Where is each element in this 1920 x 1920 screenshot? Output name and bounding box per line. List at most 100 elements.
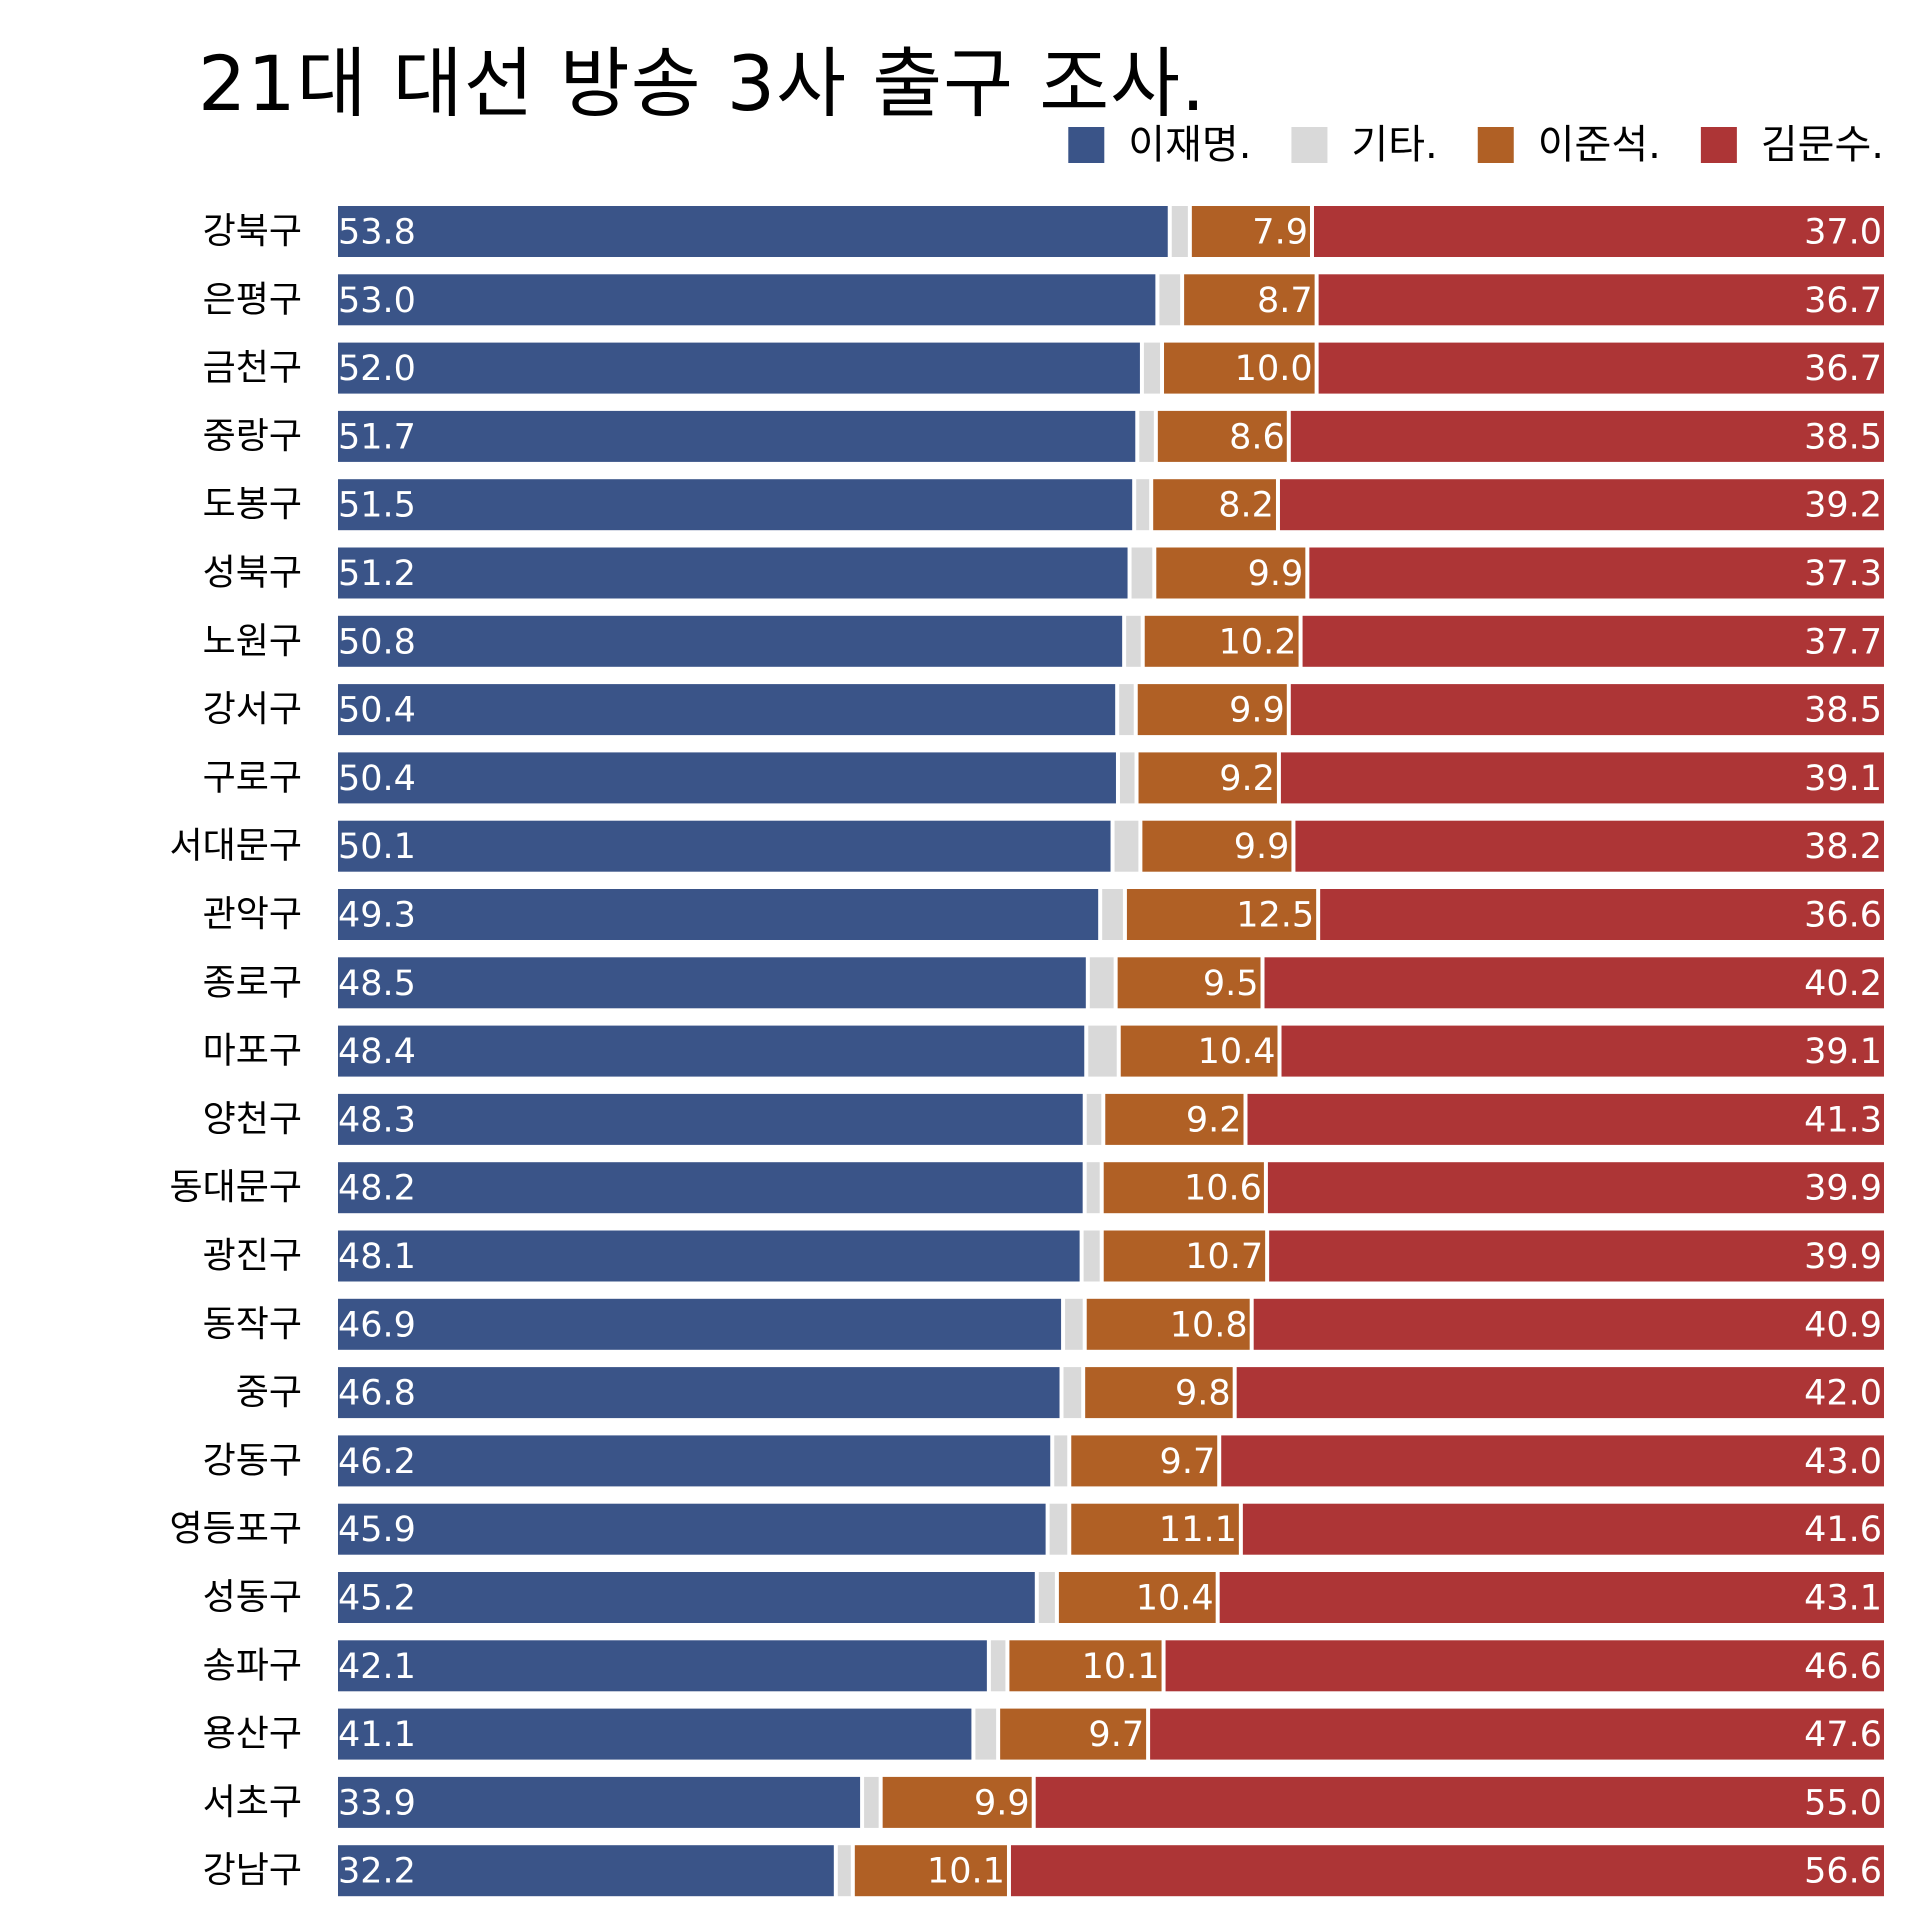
bar-segment xyxy=(1219,1572,1884,1623)
bar-segment xyxy=(1049,1503,1068,1555)
category-label: 서대문구 xyxy=(170,826,302,867)
bar-segment xyxy=(1054,1435,1068,1487)
data-label: 11.1 xyxy=(1159,1510,1237,1550)
bar-segment xyxy=(1236,1367,1884,1419)
bar-segment xyxy=(338,1093,1083,1145)
bar-segment xyxy=(338,1435,1051,1487)
data-label: 51.5 xyxy=(338,486,416,526)
bar-segment xyxy=(1131,547,1153,599)
data-label: 7.9 xyxy=(1252,213,1308,253)
data-label: 41.1 xyxy=(338,1715,416,1755)
bar-segment xyxy=(1142,820,1292,872)
data-label: 48.4 xyxy=(338,1032,416,1072)
category-label: 노원구 xyxy=(203,621,302,662)
category-label: 강북구 xyxy=(203,211,302,252)
bar-segment xyxy=(1280,752,1884,804)
legend-swatch xyxy=(1700,127,1737,163)
bar-segment xyxy=(1086,1093,1102,1145)
bar-segment xyxy=(338,1640,987,1692)
category-label: 동작구 xyxy=(203,1304,302,1345)
data-label: 39.1 xyxy=(1804,1032,1882,1072)
category-label: 성동구 xyxy=(203,1577,302,1618)
bar-segment xyxy=(338,615,1123,667)
data-label: 39.9 xyxy=(1804,1237,1882,1277)
bar-segment xyxy=(1126,615,1141,667)
bar-segment xyxy=(1071,1435,1218,1487)
bar-segment xyxy=(338,479,1133,531)
legend-swatch xyxy=(1068,127,1105,163)
bar-segment xyxy=(1318,342,1884,394)
bar-segment xyxy=(1153,479,1276,531)
bar-segment xyxy=(1089,957,1114,1009)
bar-segment xyxy=(1126,889,1317,940)
bar-segment xyxy=(1264,957,1884,1009)
category-label: 종로구 xyxy=(203,962,302,1003)
bar-segment xyxy=(338,1776,861,1828)
bar-segment xyxy=(338,547,1128,599)
bar-segment xyxy=(1009,1640,1162,1692)
data-label: 52.0 xyxy=(338,349,416,389)
category-label: 강서구 xyxy=(203,689,302,730)
bar-segment xyxy=(1102,889,1123,940)
bar-segment xyxy=(338,1298,1062,1350)
bar-segment xyxy=(1318,274,1884,326)
bar-segment xyxy=(1221,1435,1884,1487)
bar-segment xyxy=(1279,479,1884,531)
bar-segment xyxy=(1120,1025,1278,1077)
data-label: 40.2 xyxy=(1804,964,1882,1004)
legend-label: 이재명. xyxy=(1128,122,1251,168)
category-label: 용산구 xyxy=(203,1714,302,1755)
bar-segment xyxy=(864,1776,879,1828)
data-label: 41.6 xyxy=(1804,1510,1882,1550)
bar-segment xyxy=(1058,1572,1216,1623)
data-label: 12.5 xyxy=(1236,896,1314,936)
bar-segment xyxy=(1191,206,1310,257)
bar-segment xyxy=(990,1640,1006,1692)
category-label: 중랑구 xyxy=(203,416,302,457)
legend-label: 기타. xyxy=(1351,122,1437,168)
bar-segment xyxy=(1281,1025,1884,1077)
data-label: 47.6 xyxy=(1804,1715,1882,1755)
data-label: 9.5 xyxy=(1203,964,1259,1004)
bar-segment xyxy=(338,820,1111,872)
data-label: 9.9 xyxy=(1248,554,1304,594)
bar-segment xyxy=(338,1230,1080,1282)
data-label: 39.9 xyxy=(1804,1169,1882,1209)
bar-segment xyxy=(1103,1230,1266,1282)
bar-segment xyxy=(1150,1708,1884,1760)
bar-segment xyxy=(1119,752,1135,804)
category-label: 광진구 xyxy=(203,1236,302,1277)
bar-segment xyxy=(1000,1708,1147,1760)
bar-segment xyxy=(1184,274,1315,326)
bar-segment xyxy=(338,889,1099,940)
legend-label: 김문수. xyxy=(1761,122,1884,168)
bar-segment xyxy=(1267,1162,1884,1214)
bar-segment xyxy=(1159,274,1181,326)
data-label: 38.2 xyxy=(1804,827,1882,867)
bar-segment xyxy=(1086,1162,1100,1214)
data-label: 10.1 xyxy=(927,1852,1005,1892)
bar-segment xyxy=(837,1845,851,1897)
bar-segment xyxy=(338,1025,1085,1077)
bar-segment xyxy=(1157,410,1287,462)
bar-segment xyxy=(338,410,1136,462)
data-label: 9.9 xyxy=(974,1783,1030,1823)
data-label: 10.1 xyxy=(1082,1647,1160,1687)
bar-segment xyxy=(1071,1503,1239,1555)
bar-segment xyxy=(1269,1230,1884,1282)
category-label: 양천구 xyxy=(203,1099,302,1140)
bar-segment xyxy=(1114,820,1139,872)
data-label: 51.2 xyxy=(338,554,416,594)
data-label: 36.7 xyxy=(1804,349,1882,389)
bar-segment xyxy=(1253,1298,1884,1350)
data-label: 50.4 xyxy=(338,691,416,731)
data-label: 9.8 xyxy=(1175,1374,1231,1414)
data-label: 48.2 xyxy=(338,1169,416,1209)
data-label: 9.2 xyxy=(1219,759,1275,799)
data-label: 56.6 xyxy=(1804,1852,1882,1892)
bar-segment xyxy=(1086,1298,1250,1350)
category-label: 영등포구 xyxy=(170,1509,302,1550)
category-label: 도봉구 xyxy=(203,484,302,525)
bar-segment xyxy=(854,1845,1007,1897)
